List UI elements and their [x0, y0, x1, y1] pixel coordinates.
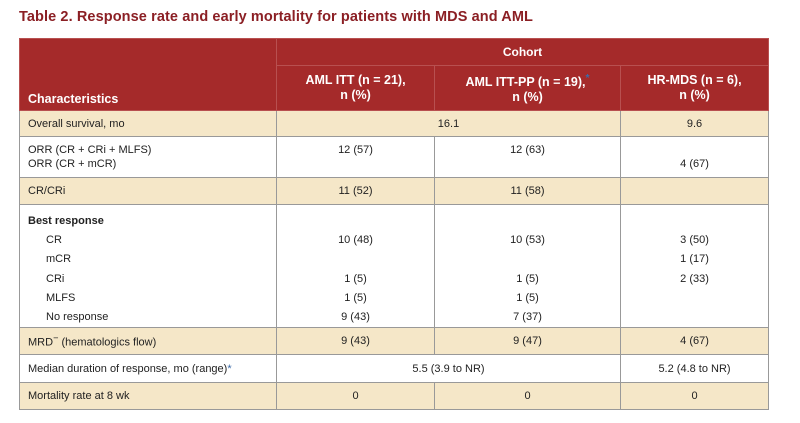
- cell-aml: 5.5 (3.9 to NR): [276, 354, 621, 384]
- cell-aml-itt-pp: 0: [434, 382, 621, 411]
- table-row-overall-survival: Overall survival, mo 16.1 9.6: [19, 110, 770, 137]
- row-label: Mortality rate at 8 wk: [19, 382, 277, 411]
- cell-mds: 5.2 (4.8 to NR): [619, 354, 770, 384]
- table-row-mortality: Mortality rate at 8 wk 0 0 0: [19, 382, 770, 411]
- table-row-orr: ORR (CR + CRi + MLFS) ORR (CR + mCR) 12 …: [19, 136, 770, 178]
- list-item: CR: [46, 234, 62, 247]
- table-title: Table 2. Response rate and early mortali…: [19, 9, 533, 25]
- cell-mds: 4 (67): [619, 136, 770, 178]
- cell-aml-itt-pp: 12 (63): [434, 136, 621, 178]
- row-label: CR/CRi: [19, 177, 277, 205]
- cell-mds: [619, 177, 770, 205]
- header-hr-mds: HR-MDS (n = 6), n (%): [619, 65, 770, 111]
- footnote-asterisk: *: [585, 72, 590, 84]
- row-label: Best response CR mCR CRi MLFS No respons…: [19, 203, 277, 329]
- list-item: No response: [46, 310, 109, 323]
- header-aml-itt-pp: AML ITT-PP (n = 19),* n (%): [434, 65, 621, 111]
- header-characteristics: Characteristics: [19, 38, 277, 111]
- row-label: Median duration of response, mo (range)*: [19, 354, 277, 384]
- cell-aml-itt-pp: 9 (47): [434, 327, 621, 356]
- table-row-cr-cri: CR/CRi 11 (52) 11 (58): [19, 177, 770, 205]
- header-aml-itt: AML ITT (n = 21), n (%): [276, 65, 435, 111]
- cell-mds: 4 (67): [619, 327, 770, 356]
- table-row-median-duration: Median duration of response, mo (range)*…: [19, 354, 770, 384]
- table-row-mrd: MRD− (hematologics flow) 9 (43) 9 (47) 4…: [19, 327, 770, 356]
- cell-aml-itt: 12 (57): [276, 136, 435, 178]
- cell-aml-itt: 0: [276, 382, 435, 411]
- cell-aml-itt: 11 (52): [276, 177, 435, 205]
- cell-mds: 9.6: [619, 110, 770, 137]
- list-item: mCR: [46, 253, 72, 266]
- response-table: Characteristics Cohort AML ITT (n = 21),…: [19, 38, 770, 411]
- cell-aml-itt: 10 (48) 1 (5) 1 (5) 9 (43): [276, 203, 435, 329]
- cell-aml-itt-pp: 10 (53) 1 (5) 1 (5) 7 (37): [434, 203, 621, 329]
- row-label: Overall survival, mo: [19, 110, 277, 137]
- header-row-cohort: Characteristics Cohort: [19, 38, 770, 111]
- best-response-heading: Best response: [28, 215, 104, 227]
- cell-aml: 16.1: [276, 110, 621, 137]
- footnote-asterisk: *: [227, 362, 232, 375]
- cell-mds: 0: [619, 382, 770, 411]
- list-item: MLFS: [46, 291, 76, 304]
- cell-mds: 3 (50) 1 (17) 2 (33): [619, 203, 770, 329]
- cell-aml-itt: 9 (43): [276, 327, 435, 356]
- list-item: CRi: [46, 272, 65, 285]
- cell-aml-itt-pp: 11 (58): [434, 177, 621, 205]
- table-row-best-response: Best response CR mCR CRi MLFS No respons…: [19, 203, 770, 329]
- row-label: ORR (CR + CRi + MLFS) ORR (CR + mCR): [19, 136, 277, 178]
- row-label: MRD− (hematologics flow): [19, 327, 277, 356]
- header-row-columns: AML ITT (n = 21), n (%) AML ITT-PP (n = …: [20, 65, 770, 111]
- header-cohort: Cohort: [275, 38, 770, 66]
